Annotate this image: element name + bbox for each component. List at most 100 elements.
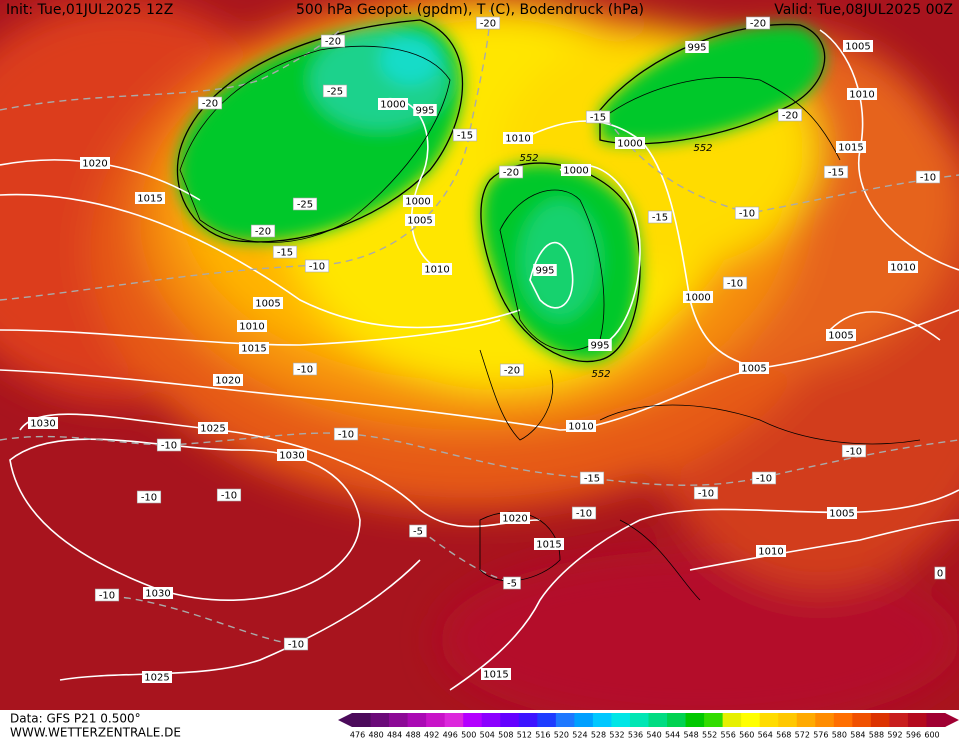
temperature-label: -20 — [503, 168, 519, 179]
data-source: Data: GFS P21 0.500° — [10, 712, 141, 726]
pressure-label-box — [481, 668, 511, 680]
colorbar-cell — [815, 713, 835, 727]
temperature-label-box — [722, 276, 748, 290]
pressure-label-box — [888, 261, 918, 273]
pressure-label: 1010 — [505, 134, 530, 145]
temperature-label-box — [272, 245, 298, 259]
pressure-label: 1025 — [144, 673, 169, 684]
temperature-label: -20 — [782, 111, 798, 122]
temperature-label-box — [94, 588, 120, 602]
temperature-label-box — [571, 506, 597, 520]
pressure-label-box — [135, 192, 165, 204]
temperature-label: -15 — [584, 474, 600, 485]
valid-time: Valid: Tue,08JUL2025 00Z — [774, 2, 953, 18]
colorbar-cell — [407, 713, 427, 727]
temperature-label: -25 — [297, 200, 313, 211]
temperature-label: -10 — [756, 474, 772, 485]
colorbar-arrow-right — [945, 713, 959, 727]
cold-core-field — [177, 20, 825, 362]
colorbar-cell — [555, 713, 575, 727]
temperature-label: -10 — [141, 493, 157, 504]
pressure-label-box — [739, 362, 769, 374]
pressure-label-box — [836, 141, 866, 153]
pressure-label: 1000 — [563, 166, 588, 177]
pressure-label-box — [422, 263, 452, 275]
colorbar-label: 492 — [424, 731, 439, 740]
pressure-label-box — [615, 137, 645, 149]
colorbar-label: 580 — [832, 731, 847, 740]
temperature-label: -20 — [325, 37, 341, 48]
pressure-label: 1030 — [30, 419, 55, 430]
pressure-label: 1010 — [568, 422, 593, 433]
temperature-label: 0 — [937, 569, 943, 580]
temperature-label-box — [823, 165, 849, 179]
temperature-label-box — [915, 170, 941, 184]
pressure-label-box — [143, 587, 173, 599]
temperature-label: -10 — [297, 365, 313, 376]
temperature-label: -20 — [750, 19, 766, 30]
colorbar-label: 568 — [776, 731, 791, 740]
temperature-label-box — [250, 224, 276, 238]
colorbar-label: 532 — [609, 731, 624, 740]
colorbar-label: 576 — [813, 731, 828, 740]
pressure-label-box — [561, 164, 591, 176]
temperature-label: -20 — [504, 366, 520, 377]
colorbar-label: 584 — [850, 731, 865, 740]
pressure-label-box — [500, 512, 530, 524]
init-time: Init: Tue,01JUL2025 12Z — [6, 2, 173, 18]
colorbar-cell — [907, 713, 927, 727]
pressure-label: 1000 — [405, 197, 430, 208]
temperature-label-box — [475, 16, 501, 30]
pressure-label: 995 — [687, 43, 706, 54]
colorbar-label: 516 — [535, 731, 550, 740]
colorbar-cell — [370, 713, 390, 727]
colorbar-cell — [870, 713, 890, 727]
pressure-label: 995 — [535, 266, 554, 277]
pressure-label-box — [277, 449, 307, 461]
temperature-label: -20 — [255, 227, 271, 238]
temperature-label: -20 — [480, 19, 496, 30]
colorbar-label: 552 — [702, 731, 717, 740]
temperature-label-box — [292, 197, 318, 211]
pressure-label-box — [80, 157, 110, 169]
pressure-label-box — [534, 538, 564, 550]
temperature-label-box — [745, 16, 771, 30]
pressure-label-box — [378, 98, 408, 110]
website: WWW.WETTERZENTRALE.DE — [10, 726, 181, 740]
temperature-label-box — [216, 488, 242, 502]
colorbar-cell — [685, 713, 705, 727]
pressure-label: 1005 — [845, 42, 870, 53]
temperature-label: -25 — [327, 87, 343, 98]
temperature-label: -5 — [413, 527, 423, 538]
temperature-label-box — [283, 637, 309, 651]
pressure-label: 1000 — [380, 100, 405, 111]
pressure-label: 1030 — [145, 589, 170, 600]
pressure-label-box — [847, 88, 877, 100]
temperature-label-box — [320, 34, 346, 48]
temperature-label: -10 — [338, 430, 354, 441]
colorbar-label: 596 — [906, 731, 921, 740]
pressure-label: 1010 — [849, 90, 874, 101]
temperature-label: -5 — [507, 579, 517, 590]
colorbar-label: 572 — [795, 731, 810, 740]
colorbar-cell — [352, 713, 372, 727]
temperature-label-box — [409, 524, 427, 538]
colorbar-cell — [926, 713, 946, 727]
pressure-label-box — [685, 41, 709, 53]
colorbar-label: 548 — [683, 731, 698, 740]
temperature-label-box — [304, 259, 330, 273]
colorbar-label: 556 — [721, 731, 736, 740]
colorbar-label: 540 — [646, 731, 661, 740]
temperature-label-box — [498, 165, 524, 179]
colorbar-cell — [759, 713, 779, 727]
pressure-label: 1020 — [215, 376, 240, 387]
pressure-label-box — [403, 195, 433, 207]
temperature-label: -10 — [920, 173, 936, 184]
pressure-label-box — [198, 422, 228, 434]
pressure-label: 1005 — [407, 216, 432, 227]
colorbar-cell — [481, 713, 501, 727]
geopotential-label: 552 — [693, 143, 712, 154]
colorbar-cell — [889, 713, 909, 727]
colorbar-cell — [648, 713, 668, 727]
